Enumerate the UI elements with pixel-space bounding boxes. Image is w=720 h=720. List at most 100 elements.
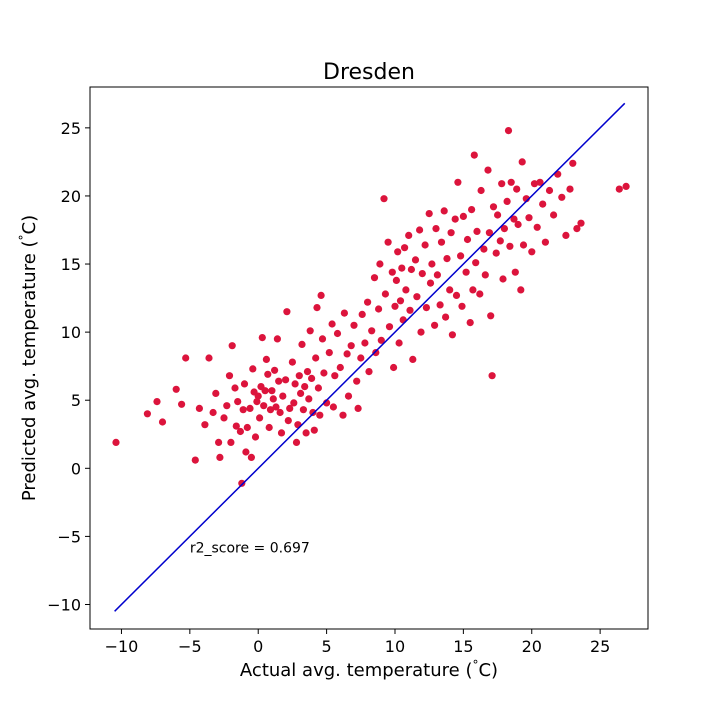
data-point: [370, 274, 379, 282]
data-point: [239, 406, 247, 414]
data-point: [249, 365, 257, 373]
data-point: [550, 211, 558, 219]
data-point: [569, 159, 577, 167]
data-point: [451, 215, 459, 223]
data-point: [153, 398, 161, 406]
data-point: [361, 339, 369, 347]
data-point: [433, 271, 441, 279]
data-point: [431, 321, 439, 329]
data-point: [421, 241, 429, 249]
data-point: [533, 223, 541, 231]
plot-frame: [89, 86, 649, 630]
data-point: [325, 349, 333, 357]
data-point: [496, 237, 504, 245]
data-point: [344, 392, 353, 400]
x-tick-label: 5: [322, 637, 332, 656]
data-point: [276, 408, 284, 417]
data-point: [398, 264, 406, 272]
data-point: [432, 225, 440, 233]
data-point: [303, 368, 312, 376]
data-point: [312, 354, 320, 362]
data-point: [316, 411, 324, 419]
data-point: [396, 297, 405, 305]
data-point: [459, 212, 467, 220]
data-point: [264, 370, 272, 378]
data-point: [313, 304, 321, 312]
data-point: [262, 355, 270, 363]
data-point: [573, 225, 581, 233]
y-tick-label: 15: [61, 255, 81, 274]
data-point: [437, 238, 446, 246]
data-point: [504, 127, 513, 135]
data-point: [234, 398, 242, 406]
data-point: [269, 395, 277, 403]
data-point: [470, 151, 478, 159]
data-point: [227, 438, 235, 446]
data-point: [454, 178, 462, 186]
data-point: [261, 387, 269, 395]
data-point: [506, 242, 514, 250]
data-point: [308, 374, 316, 382]
data-point: [336, 363, 344, 372]
data-point: [258, 334, 266, 342]
data-point: [143, 410, 151, 418]
fit-line: [114, 102, 626, 612]
data-point: [310, 426, 318, 434]
data-point: [275, 377, 283, 385]
data-point: [468, 206, 476, 214]
data-point: [477, 186, 485, 195]
x-axis-degree: °: [472, 658, 478, 672]
data-point: [317, 291, 325, 299]
data-point: [489, 203, 498, 211]
data-point: [251, 433, 260, 441]
data-point: [446, 286, 454, 294]
data-point: [545, 186, 554, 195]
data-point: [291, 380, 299, 388]
data-point: [292, 438, 301, 446]
data-point: [365, 368, 373, 376]
data-point: [436, 301, 444, 309]
data-point: [282, 376, 290, 384]
x-tick-label: −5: [178, 637, 202, 656]
data-point: [328, 320, 336, 328]
data-point: [457, 252, 465, 260]
data-point: [462, 268, 470, 276]
data-point: [541, 238, 550, 246]
y-tick-label: −10: [47, 595, 81, 614]
y-axis-label: Predicted avg. temperature (°C): [17, 215, 40, 501]
data-point: [539, 200, 547, 208]
data-point: [480, 245, 488, 253]
data-point: [406, 306, 414, 314]
chart-title: Dresden: [323, 60, 415, 85]
data-point: [426, 279, 435, 287]
data-point: [305, 395, 313, 403]
data-point: [392, 276, 400, 284]
data-point: [375, 305, 383, 313]
data-point: [220, 414, 228, 422]
data-point: [411, 256, 420, 264]
data-point: [390, 363, 398, 372]
data-point: [232, 422, 240, 430]
ticks-layer: −10 −5 0 5 10 15 20 25 −10 −5 0 5 10 15 20 25: [47, 119, 610, 656]
data-point: [473, 227, 481, 235]
data-point: [440, 207, 448, 215]
data-point: [298, 340, 306, 348]
data-point: [402, 286, 410, 294]
data-point: [265, 423, 273, 432]
data-point: [320, 369, 328, 377]
data-point: [271, 366, 279, 374]
y-tick-label: 25: [61, 119, 81, 138]
data-point: [178, 400, 186, 408]
data-point: [158, 418, 167, 426]
data-point: [416, 226, 424, 234]
data-point: [256, 414, 264, 422]
y-tick-label: 20: [61, 187, 81, 206]
data-point: [525, 214, 533, 222]
data-point: [562, 231, 570, 239]
data-point: [452, 291, 461, 299]
y-tick-label: 5: [71, 391, 81, 410]
data-point: [318, 335, 327, 343]
data-point: [422, 304, 430, 312]
data-point: [499, 275, 507, 283]
data-point: [353, 377, 361, 385]
